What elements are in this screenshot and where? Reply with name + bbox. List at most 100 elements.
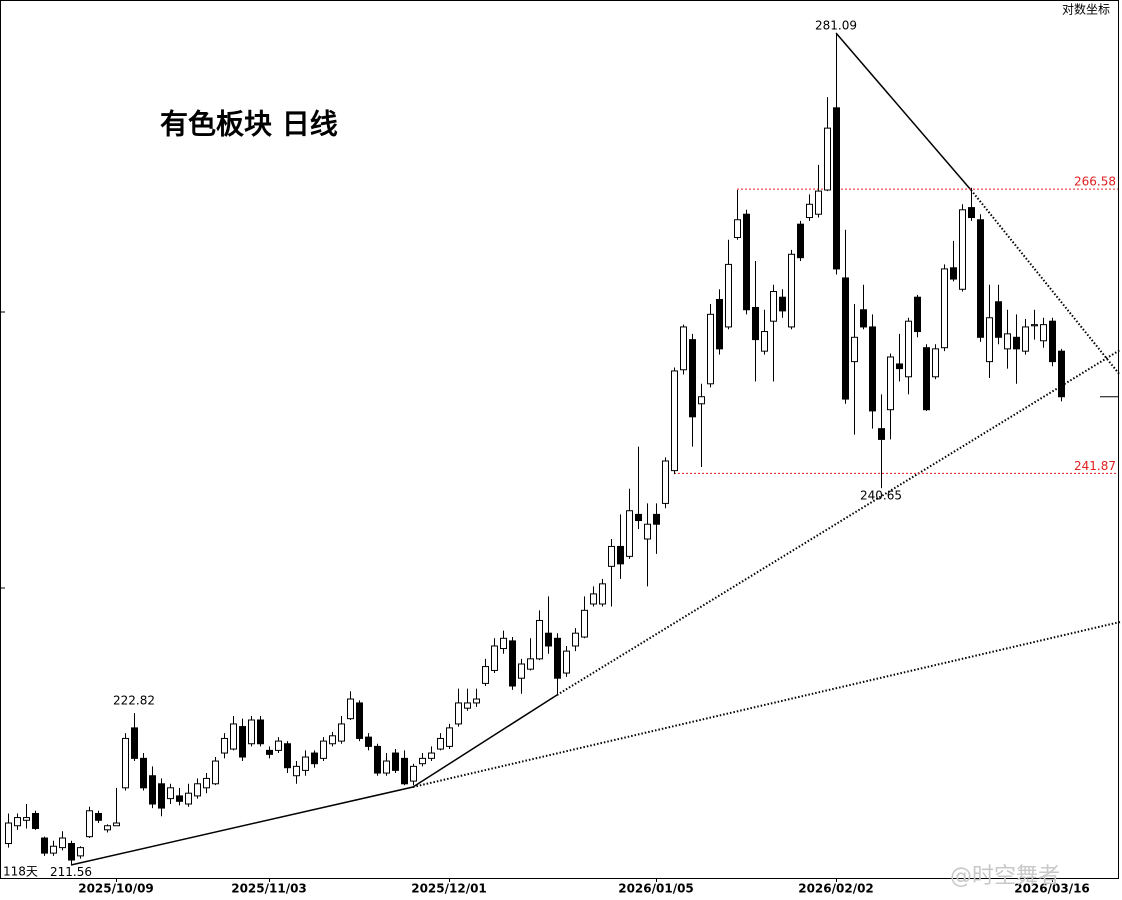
candle-body	[365, 736, 372, 747]
candle-body	[518, 663, 525, 679]
candle-body	[275, 740, 282, 751]
candle-body	[293, 765, 300, 777]
candle-body	[338, 723, 345, 742]
candle-body	[977, 219, 984, 338]
candle-body	[347, 698, 354, 720]
candle-body	[914, 296, 921, 333]
plot-frame	[0, 0, 1119, 879]
candle-body	[149, 775, 156, 805]
candle-body	[14, 817, 21, 827]
candle-body	[662, 460, 669, 504]
x-tick-label: 2025/11/03	[231, 882, 307, 896]
candle-body	[563, 650, 570, 674]
candle-body	[860, 309, 867, 328]
candle-body	[491, 645, 498, 671]
candle-body	[572, 632, 579, 647]
candle-body	[284, 743, 291, 769]
x-tick-label: 2026/02/02	[798, 882, 874, 896]
candle-body	[23, 817, 30, 821]
candle-body	[203, 777, 210, 789]
candle-body	[905, 320, 912, 378]
candle-body	[50, 845, 57, 854]
candle-body	[986, 317, 993, 363]
candle-body	[212, 760, 219, 785]
candle-body	[725, 263, 732, 328]
candle-body	[446, 727, 453, 747]
candle-body	[68, 843, 75, 861]
candle-body	[266, 749, 273, 755]
candle-body	[239, 726, 246, 758]
candle-body	[356, 702, 363, 739]
candle-body	[473, 698, 480, 704]
candle-body	[122, 737, 129, 789]
x-tick-label: 2025/10/09	[78, 882, 154, 896]
low-label: 240.65	[860, 489, 902, 503]
candle-body	[698, 396, 705, 405]
candle-body	[230, 723, 237, 750]
candle-body	[644, 523, 651, 540]
candle-body	[896, 363, 903, 370]
candle-body	[77, 847, 84, 857]
candle-body	[41, 837, 48, 854]
candle-body	[248, 719, 255, 745]
candle-body	[923, 347, 930, 411]
candle-body	[608, 545, 615, 567]
candles	[5, 34, 1065, 865]
candle-body	[788, 253, 795, 328]
candle-body	[1058, 350, 1065, 398]
candle-body	[104, 825, 111, 831]
trend-lines	[70, 32, 1121, 866]
candle-body	[428, 752, 435, 759]
trend-line	[70, 786, 414, 866]
candle-body	[932, 348, 939, 378]
x-tick-label: 2025/12/01	[411, 882, 487, 896]
candle-body	[401, 757, 408, 785]
candle-body	[1031, 324, 1038, 327]
candle-body	[653, 513, 660, 525]
candle-body	[59, 837, 66, 849]
candle-body	[5, 822, 12, 845]
reference-label: 241.87	[1074, 459, 1116, 473]
candle-body	[887, 356, 894, 411]
candle-body	[824, 127, 831, 191]
candle-body	[833, 107, 840, 270]
candle-body	[590, 593, 597, 605]
candle-body	[374, 745, 381, 774]
candle-body	[392, 752, 399, 771]
candle-body	[635, 513, 642, 522]
candle-body	[194, 783, 201, 797]
candle-body	[617, 545, 624, 565]
candle-body	[113, 822, 120, 827]
candle-body	[95, 812, 102, 821]
candle-body	[779, 296, 786, 312]
candle-body	[950, 267, 957, 280]
candle-body	[581, 609, 588, 638]
candle-body	[743, 213, 750, 311]
candle-body	[140, 757, 147, 789]
candle-body	[1013, 336, 1020, 350]
candle-body	[806, 203, 813, 219]
candle-body	[320, 740, 327, 759]
candle-body	[995, 301, 1002, 338]
candle-body	[941, 268, 948, 349]
candle-body	[869, 326, 876, 412]
trend-line	[970, 189, 1121, 376]
candle-body	[86, 810, 93, 838]
period-label: 118天	[3, 865, 38, 879]
candle-body	[851, 336, 858, 363]
candle-body	[599, 583, 606, 605]
candle-body	[689, 339, 696, 418]
candle-body	[671, 370, 678, 472]
low-label: 211.56	[50, 865, 92, 879]
candle-body	[815, 190, 822, 215]
candle-body	[842, 277, 849, 400]
candle-body	[455, 702, 462, 725]
candle-body	[329, 735, 336, 745]
candle-body	[770, 291, 777, 322]
candle-body	[680, 326, 687, 371]
high-label: 281.09	[815, 19, 857, 33]
candle-body	[509, 640, 516, 687]
candle-body	[527, 658, 534, 670]
